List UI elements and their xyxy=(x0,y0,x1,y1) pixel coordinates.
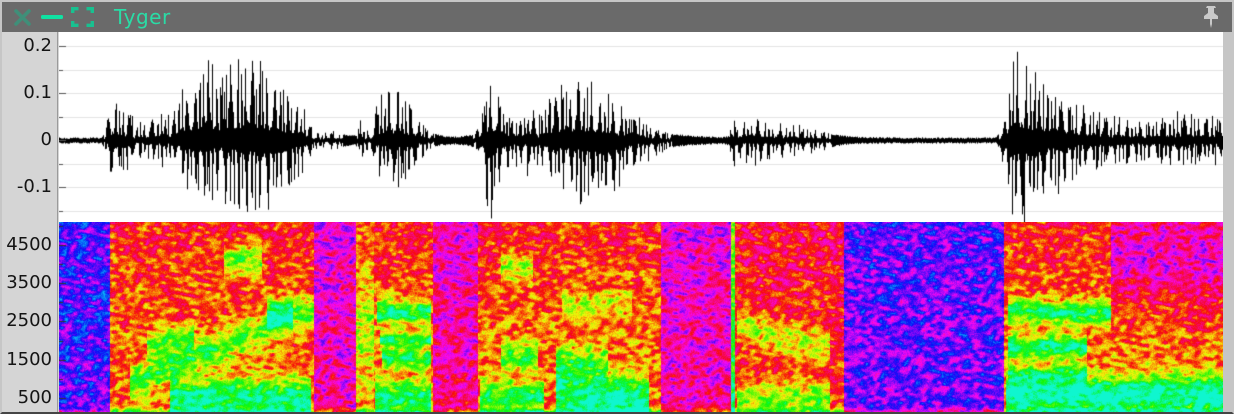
close-icon xyxy=(13,8,31,26)
spectrogram-tick-label: 3500 xyxy=(6,272,52,294)
waveform-y-axis: 0.2 0.1 0 -0.1 xyxy=(2,32,58,222)
window-right-border xyxy=(1223,32,1232,412)
spectrogram-tick-label: 1500 xyxy=(6,348,52,370)
window-content: 0.2 0.1 0 -0.1 4500 3500 2500 1500 500 xyxy=(2,32,1232,412)
waveform-tick-label: 0.1 xyxy=(23,82,52,103)
maximize-icon xyxy=(70,7,94,27)
spectrogram-tick-label: 2500 xyxy=(6,310,52,332)
spectrogram-panel: 4500 3500 2500 1500 500 xyxy=(2,222,1232,412)
spectrogram-plot[interactable] xyxy=(59,222,1227,412)
maximize-button[interactable] xyxy=(70,5,94,29)
waveform-plot[interactable] xyxy=(59,32,1227,222)
minimize-icon xyxy=(41,15,63,19)
spectrogram-tick-label: 500 xyxy=(17,386,52,408)
spectrogram-tick-label: 4500 xyxy=(6,233,52,255)
waveform-tick-label: -0.1 xyxy=(16,176,52,197)
close-button[interactable] xyxy=(10,5,34,29)
waveform-tick-label: 0 xyxy=(40,129,52,150)
waveform-panel: 0.2 0.1 0 -0.1 xyxy=(2,32,1232,222)
pin-icon xyxy=(1204,6,1218,28)
window-title: Tyger xyxy=(114,5,171,29)
pin-button[interactable] xyxy=(1200,5,1222,29)
minimize-button[interactable] xyxy=(40,5,64,29)
waveform-tick-label: 0.2 xyxy=(23,35,52,56)
titlebar: Tyger xyxy=(2,2,1232,32)
spectrogram-y-axis: 4500 3500 2500 1500 500 xyxy=(2,222,58,412)
